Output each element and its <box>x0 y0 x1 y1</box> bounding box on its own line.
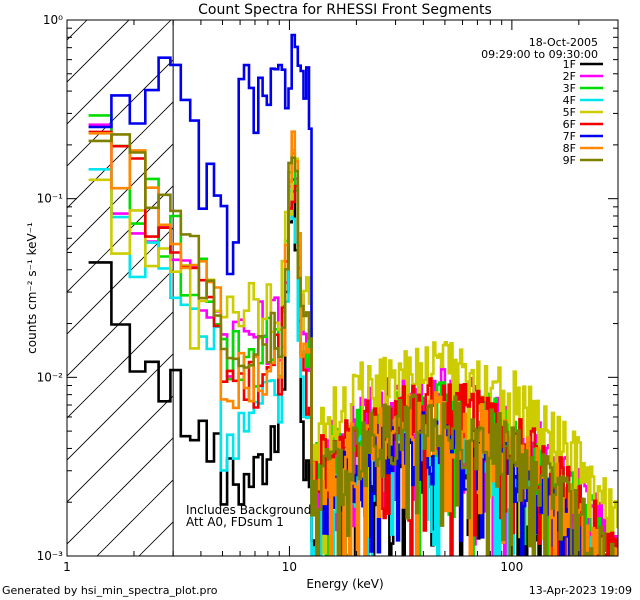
series-7F <box>88 33 598 556</box>
legend-label-5F: 5F <box>563 106 576 119</box>
x-tick-label: 10 <box>282 560 297 574</box>
footer-date: 13-Apr-2023 19:09 <box>528 584 632 597</box>
annotation-background: Includes Background <box>186 503 311 517</box>
legend-header-1: 09:29:00 to 09:30:00 <box>481 48 598 61</box>
plot-frame <box>66 19 619 557</box>
hatch-line <box>0 20 3 556</box>
y-tick-label: 10⁻¹ <box>37 192 64 206</box>
legend-label-6F: 6F <box>563 118 576 131</box>
axes: 1 10 100 10⁻³ 10⁻² 10⁻¹ 10⁰ <box>37 13 619 574</box>
y-axis-label: counts cm⁻² s⁻¹ keV⁻¹ <box>25 222 39 354</box>
hatch-line <box>67 269 174 377</box>
annotation-attenuator: Att A0, FDsum 1 <box>186 515 284 529</box>
legend-label-7F: 7F <box>563 130 576 143</box>
hatch-line <box>67 437 174 545</box>
hatch-line <box>67 59 174 167</box>
x-axis-label: Energy (keV) <box>306 577 383 591</box>
legend-label-3F: 3F <box>563 82 576 95</box>
hatch-line <box>67 101 174 209</box>
legend-header-0: 18-Oct-2005 <box>529 36 598 49</box>
series-group <box>88 33 618 556</box>
hatch-line <box>67 227 174 335</box>
hatch-line <box>67 395 174 503</box>
legend-label-1F: 1F <box>563 58 576 71</box>
footer-generated: Generated by hsi_min_spectra_plot.pro <box>2 584 218 597</box>
x-tick-label: 100 <box>500 560 523 574</box>
legend-label-4F: 4F <box>563 94 576 107</box>
y-tick-label: 10⁻² <box>37 370 64 384</box>
y-tick-label: 10⁻³ <box>37 549 64 563</box>
chart-title: Count Spectra for RHESSI Front Segments <box>198 2 492 18</box>
legend-label-9F: 9F <box>563 154 576 167</box>
y-tick-label: 10⁰ <box>43 13 63 27</box>
x-tick-label: 1 <box>63 560 71 574</box>
hatch-line <box>67 20 172 125</box>
hatch-line <box>67 185 174 293</box>
legend-label-2F: 2F <box>563 70 576 83</box>
hatched-region <box>0 20 640 556</box>
legend-label-8F: 8F <box>563 142 576 155</box>
hatch-line <box>67 20 88 41</box>
series-9F <box>88 133 617 556</box>
hatch-line <box>67 20 130 83</box>
hatch-line <box>601 20 640 556</box>
